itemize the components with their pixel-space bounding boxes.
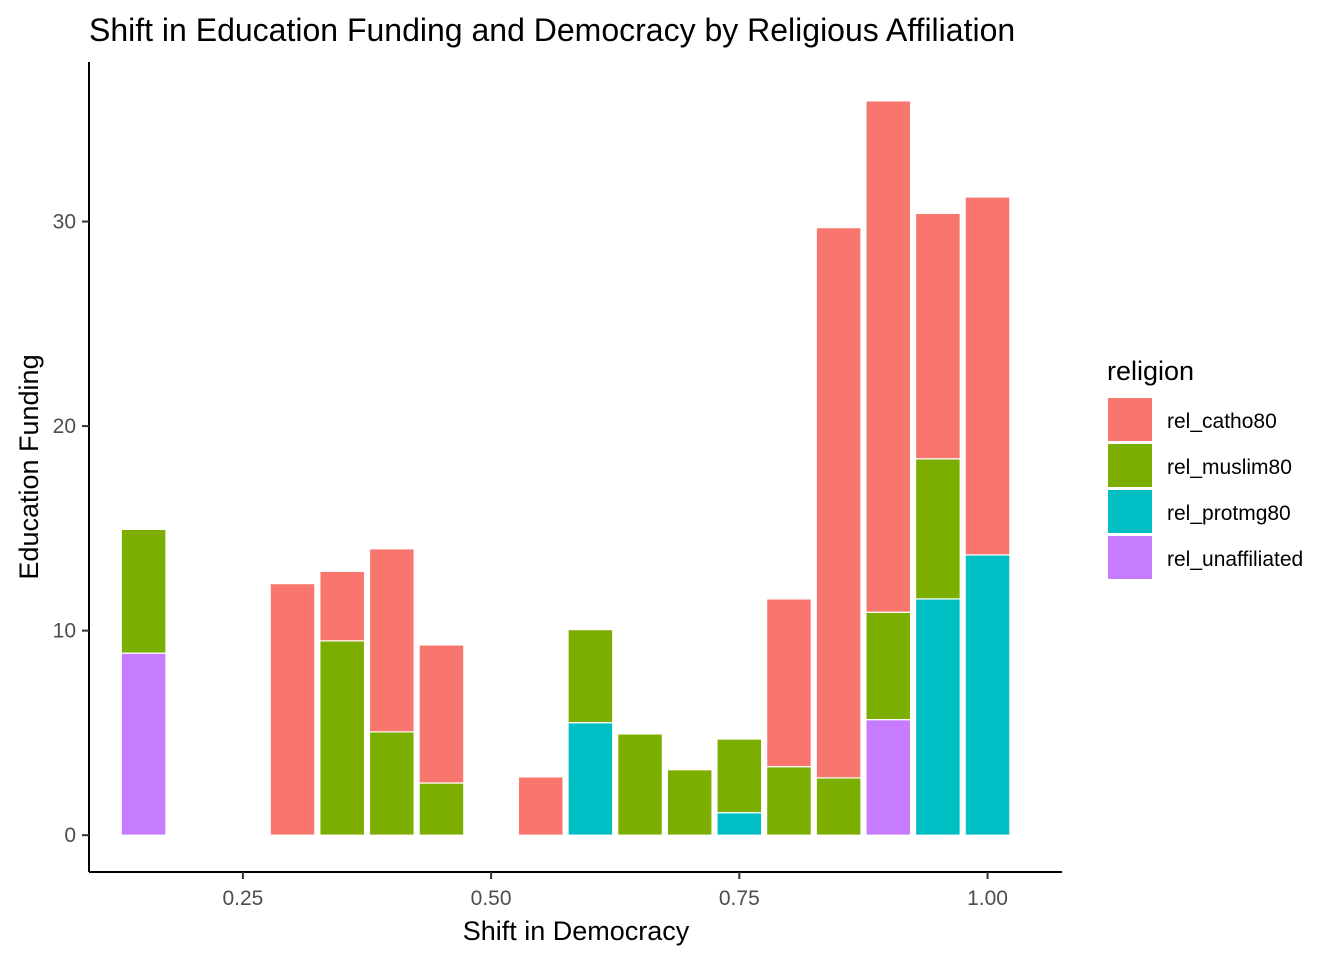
bar-segment-rel-catho80 bbox=[517, 776, 564, 836]
legend-label: rel_unaffiliated bbox=[1167, 548, 1303, 571]
bar-segment-rel-unaffiliated bbox=[120, 652, 167, 836]
bar-segment-rel-muslim80 bbox=[567, 629, 614, 724]
bar-segment-rel-catho80 bbox=[269, 582, 316, 836]
bar-stack bbox=[120, 528, 167, 836]
x-tick-label: 0.50 bbox=[471, 887, 512, 910]
bar-segment-rel-protmg80 bbox=[964, 554, 1011, 836]
x-axis-ticks: 0.25 0.50 0.75 1.00 bbox=[222, 872, 1008, 910]
bar-segment-rel-catho80 bbox=[319, 570, 366, 642]
bar-stack bbox=[716, 738, 763, 836]
chart-title: Shift in Education Funding and Democracy… bbox=[89, 12, 1015, 48]
bar-segment-rel-muslim80 bbox=[914, 458, 961, 600]
x-axis-title: Shift in Democracy bbox=[463, 916, 690, 946]
bar-stack bbox=[617, 733, 663, 836]
bar-stack bbox=[865, 100, 912, 836]
bar-segment-rel-muslim80 bbox=[368, 731, 415, 836]
legend-label: rel_muslim80 bbox=[1167, 456, 1292, 479]
bar-stack bbox=[269, 582, 316, 836]
bar-segment-rel-catho80 bbox=[815, 227, 862, 779]
bar-segment-rel-muslim80 bbox=[766, 766, 812, 836]
bar-segment-rel-catho80 bbox=[368, 548, 415, 733]
bar-segment-rel-muslim80 bbox=[617, 733, 663, 836]
bar-segment-rel-protmg80 bbox=[567, 722, 614, 836]
bar-segment-rel-unaffiliated bbox=[865, 719, 912, 836]
y-axis-title: Education Funding bbox=[14, 354, 44, 579]
y-tick-label: 20 bbox=[53, 415, 76, 438]
bar-segment-rel-protmg80 bbox=[914, 598, 961, 836]
legend-swatch-rel-catho80 bbox=[1108, 398, 1152, 441]
legend-swatch-rel-muslim80 bbox=[1108, 444, 1152, 487]
legend-swatch-rel-unaffiliated bbox=[1108, 536, 1152, 579]
bar-stack bbox=[368, 548, 415, 836]
bar-stack bbox=[319, 570, 366, 836]
x-tick-label: 0.75 bbox=[719, 887, 760, 910]
legend-label: rel_catho80 bbox=[1167, 410, 1277, 433]
bar-segment-rel-catho80 bbox=[964, 196, 1011, 556]
bar-segment-rel-muslim80 bbox=[120, 528, 167, 654]
bar-segment-rel-muslim80 bbox=[418, 782, 465, 836]
bar-stack bbox=[964, 196, 1011, 836]
x-tick-label: 1.00 bbox=[967, 887, 1008, 910]
legend: religion rel_catho80 rel_muslim80 rel_prot… bbox=[1107, 356, 1303, 579]
y-tick-label: 10 bbox=[53, 620, 76, 643]
bar-segment-rel-muslim80 bbox=[716, 738, 763, 814]
bar-segment-rel-catho80 bbox=[865, 100, 912, 613]
y-tick-label: 30 bbox=[53, 211, 76, 234]
bar-stack bbox=[567, 629, 614, 836]
bar-segment-rel-muslim80 bbox=[815, 777, 862, 836]
bar-stack bbox=[418, 644, 465, 836]
bar-segment-rel-muslim80 bbox=[865, 611, 912, 721]
bar-segment-rel-protmg80 bbox=[716, 812, 763, 836]
y-tick-label: 0 bbox=[64, 824, 76, 847]
bars-layer bbox=[120, 100, 1011, 836]
bar-stack bbox=[666, 769, 713, 836]
bar-segment-rel-muslim80 bbox=[666, 769, 713, 836]
bar-stack bbox=[517, 776, 564, 836]
legend-title: religion bbox=[1107, 356, 1194, 386]
bar-segment-rel-catho80 bbox=[766, 598, 812, 768]
bar-stack bbox=[766, 598, 812, 836]
bar-stack bbox=[914, 212, 961, 836]
legend-swatch-rel-protmg80 bbox=[1108, 490, 1152, 533]
bar-segment-rel-catho80 bbox=[418, 644, 465, 784]
bar-segment-rel-catho80 bbox=[914, 212, 961, 460]
bar-segment-rel-muslim80 bbox=[319, 640, 366, 836]
legend-label: rel_protmg80 bbox=[1167, 502, 1291, 525]
bar-stack bbox=[815, 227, 862, 836]
x-tick-label: 0.25 bbox=[222, 887, 263, 910]
y-axis-ticks: 0 10 20 30 bbox=[53, 211, 89, 847]
